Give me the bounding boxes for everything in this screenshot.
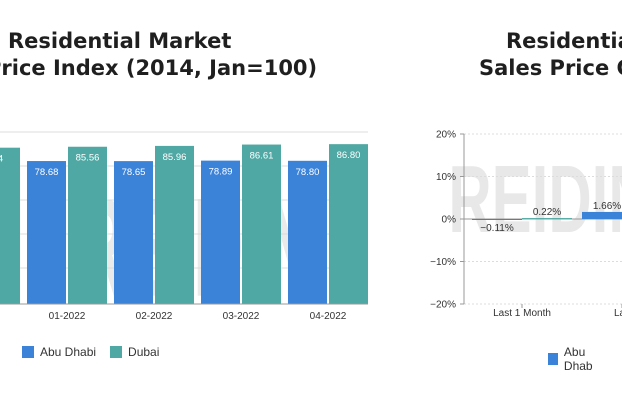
bar-dubai[interactable] xyxy=(522,218,572,220)
data-label: 86.61 xyxy=(250,151,274,162)
legend-label-dubai: Dubai xyxy=(128,345,160,359)
x-tick-label: Las xyxy=(614,308,622,319)
bar-abu-dhabi[interactable] xyxy=(582,211,622,219)
x-tick-label: 02-2022 xyxy=(136,311,173,322)
y-tick-label: −20% xyxy=(430,300,456,311)
bar-abu-dhabi[interactable] xyxy=(114,161,153,304)
data-label: 86.80 xyxy=(337,150,361,161)
legend-swatch-dubai xyxy=(110,346,123,358)
bar-abu-dhabi[interactable] xyxy=(472,219,522,220)
y-tick-label: −10% xyxy=(430,257,456,268)
left-legend: Abu Dhabi Dubai xyxy=(22,345,173,359)
left-chart-title-line1: Residential Market xyxy=(8,29,232,53)
bar-abu-dhabi[interactable] xyxy=(27,161,66,304)
right-bar-chart: REIDIN −0.11% 0.22% 1.66% 20% 10% 0% −10% −20%… xyxy=(430,130,622,319)
x-tick-label: 03-2022 xyxy=(223,311,260,322)
data-label: 85.96 xyxy=(163,152,187,163)
y-tick-label: 10% xyxy=(436,172,456,183)
bar-dubai[interactable] xyxy=(242,144,281,304)
legend-item-abu-dhabi[interactable]: Abu Dhabi xyxy=(22,345,96,359)
bar-dubai[interactable] xyxy=(155,145,194,304)
x-tick-label: 01-2022 xyxy=(49,311,86,322)
data-label: 78.65 xyxy=(122,167,146,178)
legend-label-abu-dhabi: Abu Dhabi xyxy=(40,345,97,359)
legend-label-abu-dhabi-right: Abu Dhab xyxy=(563,345,593,373)
bar-abu-dhabi[interactable] xyxy=(201,160,240,304)
right-watermark: REIDIN xyxy=(448,146,622,253)
bar-dubai[interactable] xyxy=(329,144,368,304)
data-label: 78.89 xyxy=(209,167,233,178)
right-chart-title-line1: Residential xyxy=(506,29,622,53)
left-bar-chart: REIDIN 478.6885.5678.6585.9678.8986.6178… xyxy=(0,131,368,326)
x-tick-label: 04-2022 xyxy=(310,311,347,322)
legend-swatch-abu-dhabi xyxy=(22,346,34,358)
legend-item-dubai[interactable]: Dubai xyxy=(110,345,159,359)
legend-item-abu-dhabi-right[interactable]: Abu Dhab xyxy=(548,345,608,373)
bar-dubai[interactable] xyxy=(0,147,20,304)
data-label: 4 xyxy=(0,154,3,165)
data-label: 85.56 xyxy=(76,153,100,164)
data-label: 78.68 xyxy=(35,167,59,178)
data-label: −0.11% xyxy=(480,223,514,234)
data-label: 0.22% xyxy=(533,207,561,218)
bar-dubai[interactable] xyxy=(68,146,107,304)
right-chart-title-line2: Sales Price Ch xyxy=(479,56,622,80)
y-tick-label: 20% xyxy=(436,130,456,141)
left-chart-title-line2: Price Index (2014, Jan=100) xyxy=(0,56,318,80)
legend-swatch-abu-dhabi-right xyxy=(548,353,558,365)
x-tick-label: Last 1 Month xyxy=(493,308,551,319)
data-label: 1.66% xyxy=(593,201,621,212)
data-label: 78.80 xyxy=(296,167,320,178)
right-legend: Abu Dhab xyxy=(548,345,622,373)
y-tick-label: 0% xyxy=(442,215,457,226)
bar-abu-dhabi[interactable] xyxy=(288,160,327,304)
